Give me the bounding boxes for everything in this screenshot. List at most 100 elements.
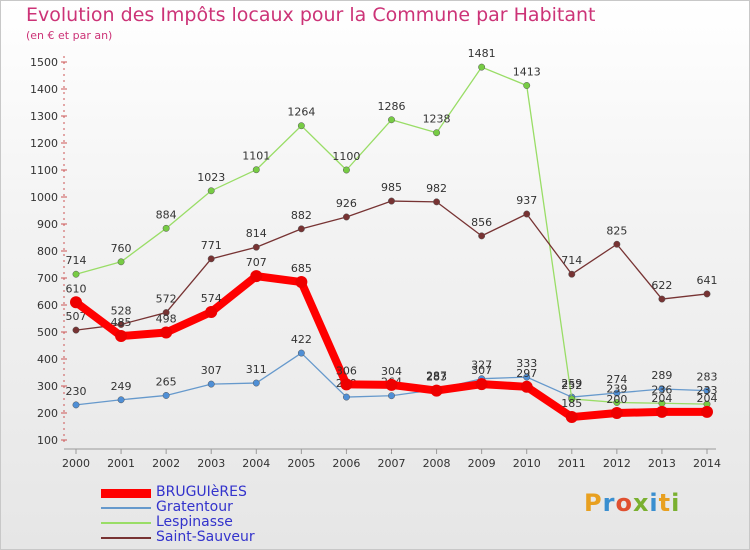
data-point (297, 225, 305, 233)
data-point (433, 129, 441, 137)
data-label: 306 (336, 364, 357, 377)
data-point (297, 122, 305, 130)
data-label: 937 (516, 194, 537, 207)
data-point (115, 330, 128, 343)
data-point (475, 378, 488, 391)
data-label: 259 (561, 377, 582, 390)
data-label: 274 (606, 373, 627, 386)
data-point (342, 393, 350, 401)
x-tick-label: 2002 (152, 457, 180, 470)
data-label: 289 (651, 369, 672, 382)
series-lespinasse: 714 760 884 1023 1101 1264 1100 1286 1238 1481 141… (66, 47, 718, 408)
data-label: 982 (426, 182, 447, 195)
legend-label: Gratentour (156, 499, 233, 515)
data-label: 185 (561, 397, 582, 410)
data-point (117, 320, 125, 328)
data-label: 760 (111, 242, 132, 255)
data-point (252, 243, 260, 251)
y-tick-label: 700 (37, 272, 58, 285)
data-label: 707 (246, 256, 267, 269)
logo-letter: i (671, 489, 681, 517)
data-label: 1413 (513, 65, 541, 78)
data-point (613, 240, 621, 248)
data-label: 307 (201, 364, 222, 377)
data-label: 1286 (378, 100, 406, 113)
data-label: 249 (111, 380, 132, 393)
data-point (297, 349, 305, 357)
data-label: 814 (246, 227, 267, 240)
data-label: 1023 (197, 171, 225, 184)
data-point (162, 224, 170, 232)
data-label: 204 (651, 392, 672, 405)
data-point (117, 258, 125, 266)
data-label: 572 (156, 293, 177, 306)
data-label: 297 (516, 367, 537, 380)
data-point (655, 405, 668, 418)
legend-label: Lespinasse (156, 514, 233, 530)
data-point (342, 213, 350, 221)
data-label: 641 (697, 274, 718, 287)
data-point (565, 411, 578, 424)
legend-swatch (101, 537, 151, 539)
data-point (207, 380, 215, 388)
y-tick-label: 1500 (30, 56, 58, 69)
data-label: 200 (606, 393, 627, 406)
data-point (207, 255, 215, 263)
data-label: 714 (66, 254, 87, 267)
data-label: 622 (651, 279, 672, 292)
logo-letter: x (632, 489, 650, 517)
data-point (295, 276, 308, 289)
x-tick-label: 2008 (423, 457, 451, 470)
y-tick-label: 1000 (30, 191, 58, 204)
data-label: 1100 (332, 150, 360, 163)
chart-subtitle: (en € et par an) (26, 29, 113, 42)
data-label: 265 (156, 375, 177, 388)
x-tick-label: 2010 (513, 457, 541, 470)
data-point (433, 198, 441, 206)
y-tick-label: 200 (37, 407, 58, 420)
x-tick-label: 2004 (242, 457, 270, 470)
data-point (252, 166, 260, 174)
data-label: 204 (697, 392, 718, 405)
legend-label: BRUGUIèRES (156, 484, 247, 500)
x-tick-label: 2007 (378, 457, 406, 470)
data-point (523, 210, 531, 218)
data-label: 1264 (287, 106, 315, 119)
y-tick-label: 900 (37, 218, 58, 231)
data-point (568, 270, 576, 278)
y-tick-label: 600 (37, 299, 58, 312)
x-tick-label: 2001 (107, 457, 135, 470)
data-point (523, 373, 531, 381)
data-point (388, 392, 395, 400)
x-tick-label: 2012 (603, 457, 631, 470)
data-point (610, 407, 623, 419)
data-label: 283 (697, 371, 718, 384)
data-point (72, 326, 80, 334)
data-label: 233 (697, 384, 718, 397)
data-label: 771 (201, 239, 222, 252)
logo-letter: i (649, 489, 659, 517)
data-point (701, 405, 713, 418)
data-label: 825 (606, 224, 627, 237)
data-point (520, 380, 533, 393)
data-point (72, 270, 80, 278)
data-label: 1238 (423, 113, 451, 126)
data-label: 333 (516, 357, 537, 370)
legend-label: Saint-Sauveur (156, 529, 255, 545)
data-point (430, 384, 443, 397)
data-label: 507 (66, 310, 87, 323)
data-label: 230 (66, 385, 87, 398)
y-tick-label: 300 (37, 380, 58, 393)
data-label: 856 (471, 216, 492, 229)
series-saint-sauveur: 507 528 572 771 814 882 926 985 982 856 937 714 825 6… (66, 181, 718, 334)
data-point (162, 392, 170, 399)
data-point (160, 326, 173, 339)
legend-swatch (101, 522, 151, 524)
y-tick-label: 500 (37, 326, 58, 339)
x-tick-label: 2011 (558, 457, 586, 470)
data-point (252, 379, 260, 387)
data-point (70, 296, 82, 309)
logo-letter: o (615, 489, 633, 517)
data-point (658, 295, 666, 303)
